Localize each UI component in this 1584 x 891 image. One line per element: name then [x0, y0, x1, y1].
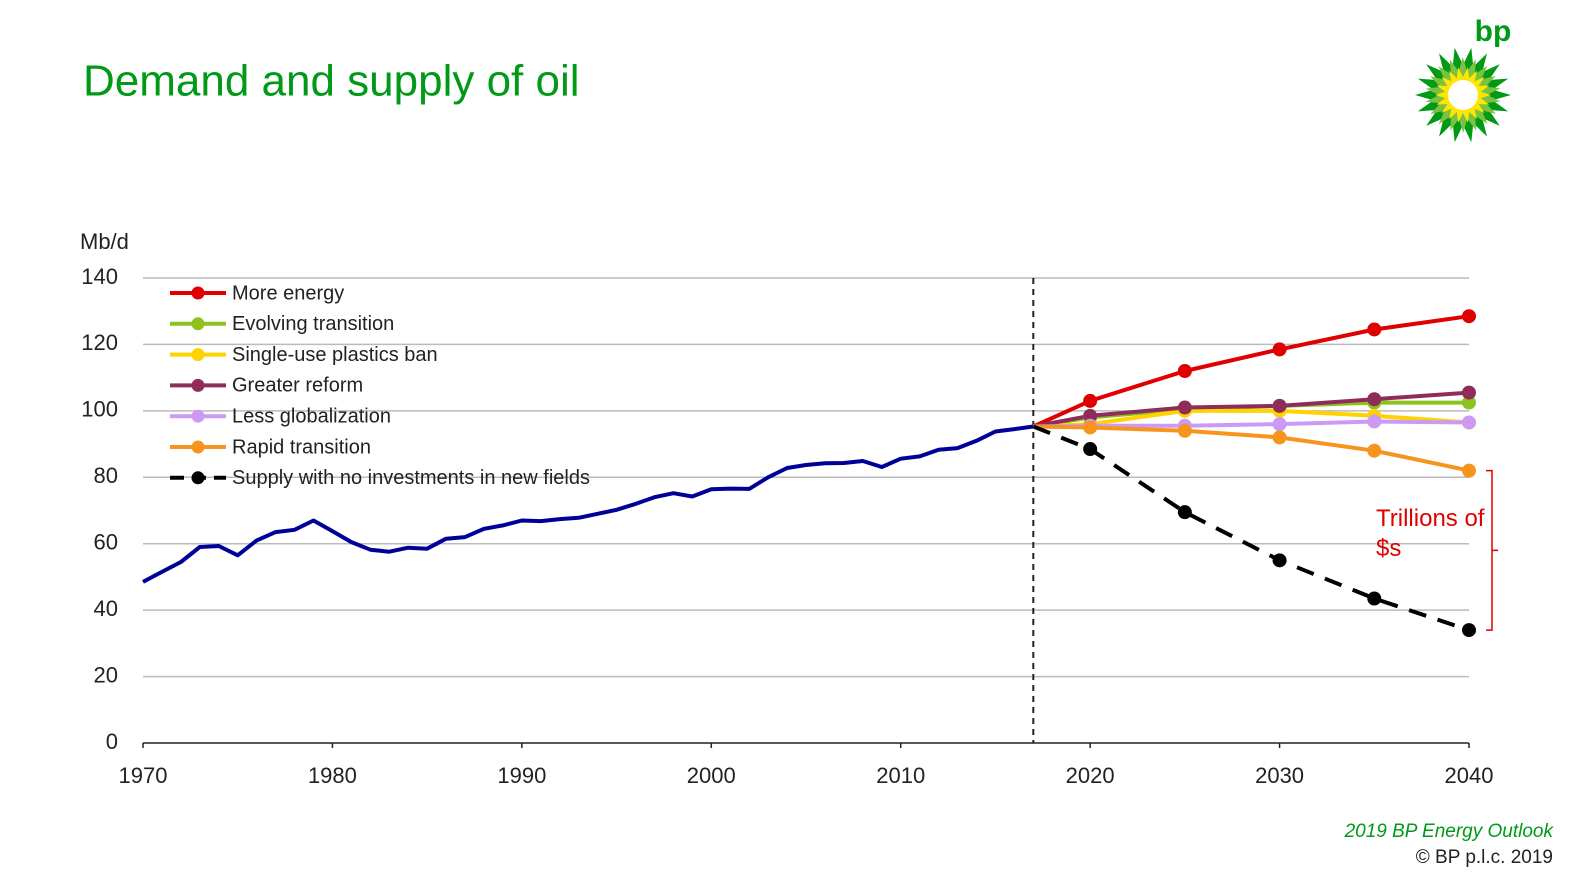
marker [1462, 395, 1476, 410]
y-tick-label: 40 [94, 596, 118, 621]
marker [1177, 364, 1192, 378]
marker [1083, 442, 1098, 457]
footer-copyright: © BP p.l.c. 2019 [1416, 847, 1553, 868]
legend-marker [191, 440, 205, 454]
y-axis-label: Mb/d [80, 229, 129, 254]
legend-marker [191, 471, 205, 485]
legend-marker [191, 286, 205, 300]
marker [1367, 392, 1382, 407]
series-line [1032, 424, 1470, 632]
x-tick-label: 1970 [119, 763, 168, 788]
marker [1177, 505, 1192, 520]
legend-label: More energy [232, 282, 344, 304]
history-line [142, 424, 1034, 584]
legend-marker [191, 317, 205, 331]
marker [1462, 415, 1476, 430]
legend-label: Greater reform [232, 375, 363, 397]
legend-label: Less globalization [232, 405, 391, 427]
footer-source: 2019 BP Energy Outlook [1344, 821, 1555, 842]
marker [1272, 398, 1287, 413]
marker [1177, 423, 1192, 438]
legend-label: Single-use plastics ban [232, 344, 438, 366]
marker [1177, 400, 1192, 415]
legend-marker [191, 378, 205, 392]
marker [1367, 591, 1382, 606]
marker [1272, 342, 1287, 357]
marker [1367, 322, 1382, 337]
logo-center [1448, 80, 1478, 110]
y-tick-label: 20 [94, 662, 118, 687]
y-tick-label: 60 [94, 530, 118, 555]
legend-marker [191, 348, 205, 362]
x-tick-label: 2040 [1445, 763, 1494, 788]
marker [1367, 443, 1382, 458]
marker [1367, 414, 1382, 429]
x-tick-label: 2020 [1066, 763, 1115, 788]
x-tick-label: 1990 [497, 763, 546, 788]
marker [1272, 417, 1287, 432]
y-tick-label: 120 [81, 330, 118, 355]
marker [1272, 553, 1287, 568]
marker [1083, 408, 1098, 423]
marker [1462, 463, 1476, 478]
x-tick-label: 2000 [687, 763, 736, 788]
legend-label: Supply with no investments in new fields [232, 467, 590, 489]
series-line [1032, 390, 1470, 429]
marker [1272, 430, 1287, 445]
x-tick-label: 2030 [1255, 763, 1304, 788]
marker [1083, 393, 1098, 408]
y-tick-label: 140 [81, 264, 118, 289]
marker [1462, 309, 1476, 324]
legend-label: Evolving transition [232, 313, 394, 335]
x-tick-label: 1980 [308, 763, 357, 788]
series-line [1033, 424, 1470, 473]
y-tick-label: 0 [106, 729, 118, 754]
marker [1462, 385, 1476, 400]
marker [1462, 623, 1476, 638]
series-line [1032, 314, 1470, 429]
logo [1415, 47, 1511, 143]
chart-title: Demand and supply of oil [83, 57, 580, 106]
logo-text: bp [1475, 15, 1512, 48]
marker [1083, 420, 1098, 435]
x-tick-label: 2010 [876, 763, 925, 788]
legend-label: Rapid transition [232, 436, 371, 458]
bracket [1486, 469, 1498, 631]
y-tick-label: 100 [81, 397, 118, 422]
annotation: Trillions of $s [1376, 505, 1485, 562]
legend-marker [191, 409, 205, 423]
y-tick-label: 80 [94, 463, 118, 488]
